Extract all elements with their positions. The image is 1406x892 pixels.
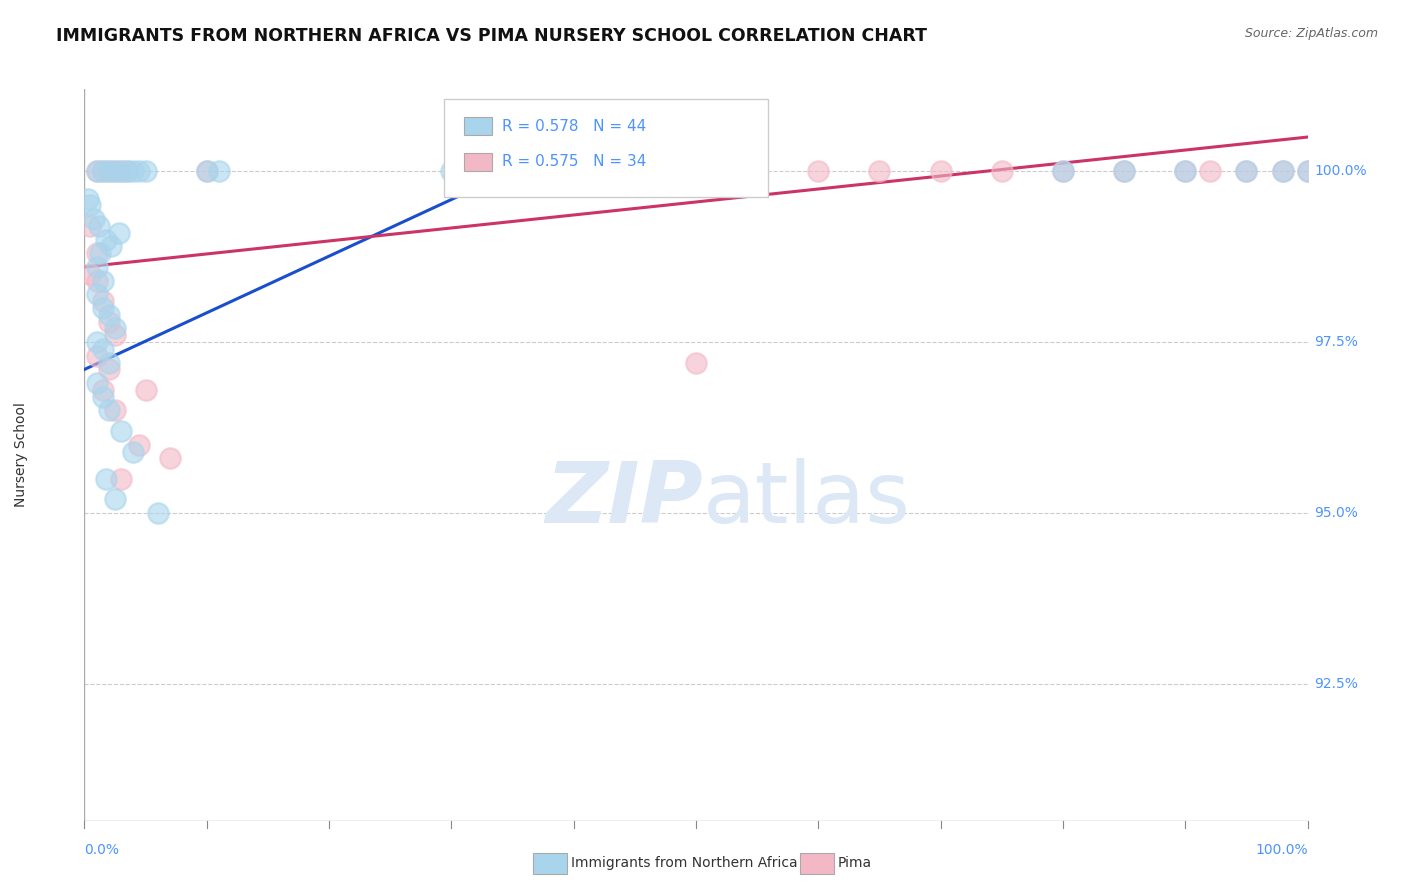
Point — [929, 164, 952, 178]
Point — [1296, 164, 1319, 178]
Point — [86, 164, 108, 178]
Point — [83, 212, 105, 227]
Point — [208, 164, 231, 178]
Point — [159, 451, 181, 466]
Point — [146, 506, 169, 520]
Text: Source: ZipAtlas.com: Source: ZipAtlas.com — [1244, 27, 1378, 40]
Point — [1114, 164, 1136, 178]
Point — [86, 287, 108, 301]
Point — [91, 301, 114, 315]
Point — [440, 164, 463, 178]
Point — [122, 444, 145, 458]
Point — [100, 239, 122, 253]
Point — [97, 356, 120, 370]
Point — [96, 233, 118, 247]
Point — [1198, 164, 1220, 178]
Point — [1234, 164, 1257, 178]
Point — [91, 390, 114, 404]
Point — [97, 403, 120, 417]
Point — [869, 164, 891, 178]
Point — [104, 492, 127, 507]
Point — [135, 383, 157, 397]
Point — [128, 164, 150, 178]
Point — [91, 342, 114, 356]
Point — [115, 164, 138, 178]
Point — [104, 321, 127, 335]
Text: Immigrants from Northern Africa: Immigrants from Northern Africa — [571, 855, 797, 870]
Point — [91, 164, 114, 178]
Point — [1296, 164, 1319, 178]
Point — [87, 219, 110, 233]
Point — [86, 274, 108, 288]
Text: 100.0%: 100.0% — [1315, 164, 1367, 178]
Text: ZIP: ZIP — [546, 458, 703, 541]
Point — [110, 164, 132, 178]
Point — [86, 376, 108, 391]
Point — [1272, 164, 1295, 178]
Point — [685, 356, 707, 370]
Text: atlas: atlas — [703, 458, 911, 541]
Point — [1052, 164, 1074, 178]
Text: R = 0.578   N = 44: R = 0.578 N = 44 — [502, 119, 647, 134]
Point — [104, 328, 127, 343]
Point — [86, 335, 108, 350]
Text: 92.5%: 92.5% — [1315, 677, 1358, 691]
Point — [97, 164, 120, 178]
Point — [195, 164, 218, 178]
Point — [86, 246, 108, 260]
Point — [86, 349, 108, 363]
Point — [1174, 164, 1197, 178]
Point — [135, 164, 157, 178]
Point — [97, 308, 120, 322]
Point — [991, 164, 1014, 178]
Point — [91, 383, 114, 397]
Text: 0.0%: 0.0% — [84, 843, 120, 857]
Point — [96, 472, 118, 486]
Point — [79, 267, 101, 281]
Point — [110, 164, 132, 178]
Point — [128, 438, 150, 452]
Point — [1174, 164, 1197, 178]
Text: 100.0%: 100.0% — [1256, 843, 1308, 857]
Text: Pima: Pima — [838, 855, 872, 870]
Point — [97, 315, 120, 329]
Point — [501, 164, 523, 178]
Point — [97, 362, 120, 376]
Point — [1272, 164, 1295, 178]
Point — [77, 192, 100, 206]
Text: Nursery School: Nursery School — [14, 402, 28, 508]
Point — [104, 164, 127, 178]
Point — [110, 424, 132, 438]
Text: R = 0.575   N = 34: R = 0.575 N = 34 — [502, 154, 647, 169]
Point — [195, 164, 218, 178]
Point — [807, 164, 830, 178]
Text: 97.5%: 97.5% — [1315, 335, 1358, 349]
Point — [104, 403, 127, 417]
Point — [1114, 164, 1136, 178]
Point — [79, 219, 101, 233]
Text: 95.0%: 95.0% — [1315, 506, 1358, 520]
Point — [89, 246, 111, 260]
Point — [104, 164, 127, 178]
Point — [107, 226, 129, 240]
Point — [91, 294, 114, 309]
Point — [86, 164, 108, 178]
Point — [1234, 164, 1257, 178]
Point — [122, 164, 145, 178]
Point — [91, 274, 114, 288]
Point — [1052, 164, 1074, 178]
Point — [110, 472, 132, 486]
Point — [115, 164, 138, 178]
Point — [91, 164, 114, 178]
Point — [86, 260, 108, 274]
Text: IMMIGRANTS FROM NORTHERN AFRICA VS PIMA NURSERY SCHOOL CORRELATION CHART: IMMIGRANTS FROM NORTHERN AFRICA VS PIMA … — [56, 27, 927, 45]
Point — [79, 198, 101, 212]
Point — [97, 164, 120, 178]
